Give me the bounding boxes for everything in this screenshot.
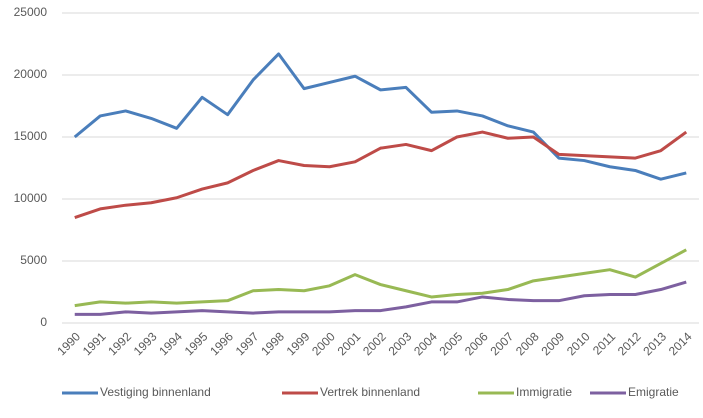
- x-tick-label: 2002: [360, 329, 389, 358]
- x-tick-label: 1996: [207, 329, 236, 358]
- x-tick-label: 1992: [105, 329, 134, 358]
- x-tick-label: 2000: [309, 329, 338, 358]
- series-line: [74, 280, 687, 316]
- y-tick-label: 25000: [14, 5, 48, 19]
- series-line: [74, 248, 687, 308]
- x-tick-label: 1994: [156, 329, 185, 358]
- series-line: [73, 52, 687, 181]
- y-tick-label: 20000: [14, 67, 48, 81]
- x-tick-label: 2012: [615, 329, 644, 358]
- x-tick-label: 2011: [590, 329, 618, 357]
- x-tick-label: 1997: [233, 329, 262, 358]
- x-tick-label: 2003: [386, 329, 415, 358]
- x-tick-label: 2004: [411, 329, 440, 358]
- x-tick-label: 2010: [564, 329, 593, 358]
- x-tick-label: 2005: [437, 329, 466, 358]
- x-tick-label: 2006: [462, 329, 491, 358]
- x-tick-label: 1990: [54, 329, 83, 358]
- y-tick-label: 15000: [14, 129, 48, 143]
- series-line: [74, 130, 688, 220]
- x-tick-label: 2013: [640, 329, 669, 358]
- legend-label: Immigratie: [516, 385, 572, 399]
- x-tick-label: 2014: [666, 329, 695, 358]
- x-tick-label: 2001: [335, 329, 364, 358]
- legend-label: Emigratie: [628, 385, 679, 399]
- x-tick-label: 1999: [284, 329, 313, 358]
- y-tick-label: 10000: [14, 191, 48, 205]
- legend-label: Vestiging binnenland: [100, 385, 211, 399]
- x-tick-label: 1991: [80, 329, 109, 358]
- x-tick-label: 2008: [513, 329, 542, 358]
- y-tick-label: 0: [40, 315, 47, 329]
- x-tick-label: 2007: [487, 329, 516, 358]
- y-tick-label: 5000: [20, 253, 47, 267]
- x-tick-label: 2009: [538, 329, 567, 358]
- x-tick-label: 1993: [131, 329, 160, 358]
- x-tick-label: 1995: [182, 329, 211, 358]
- x-tick-label: 1998: [258, 329, 287, 358]
- legend-label: Vertrek binnenland: [320, 385, 420, 399]
